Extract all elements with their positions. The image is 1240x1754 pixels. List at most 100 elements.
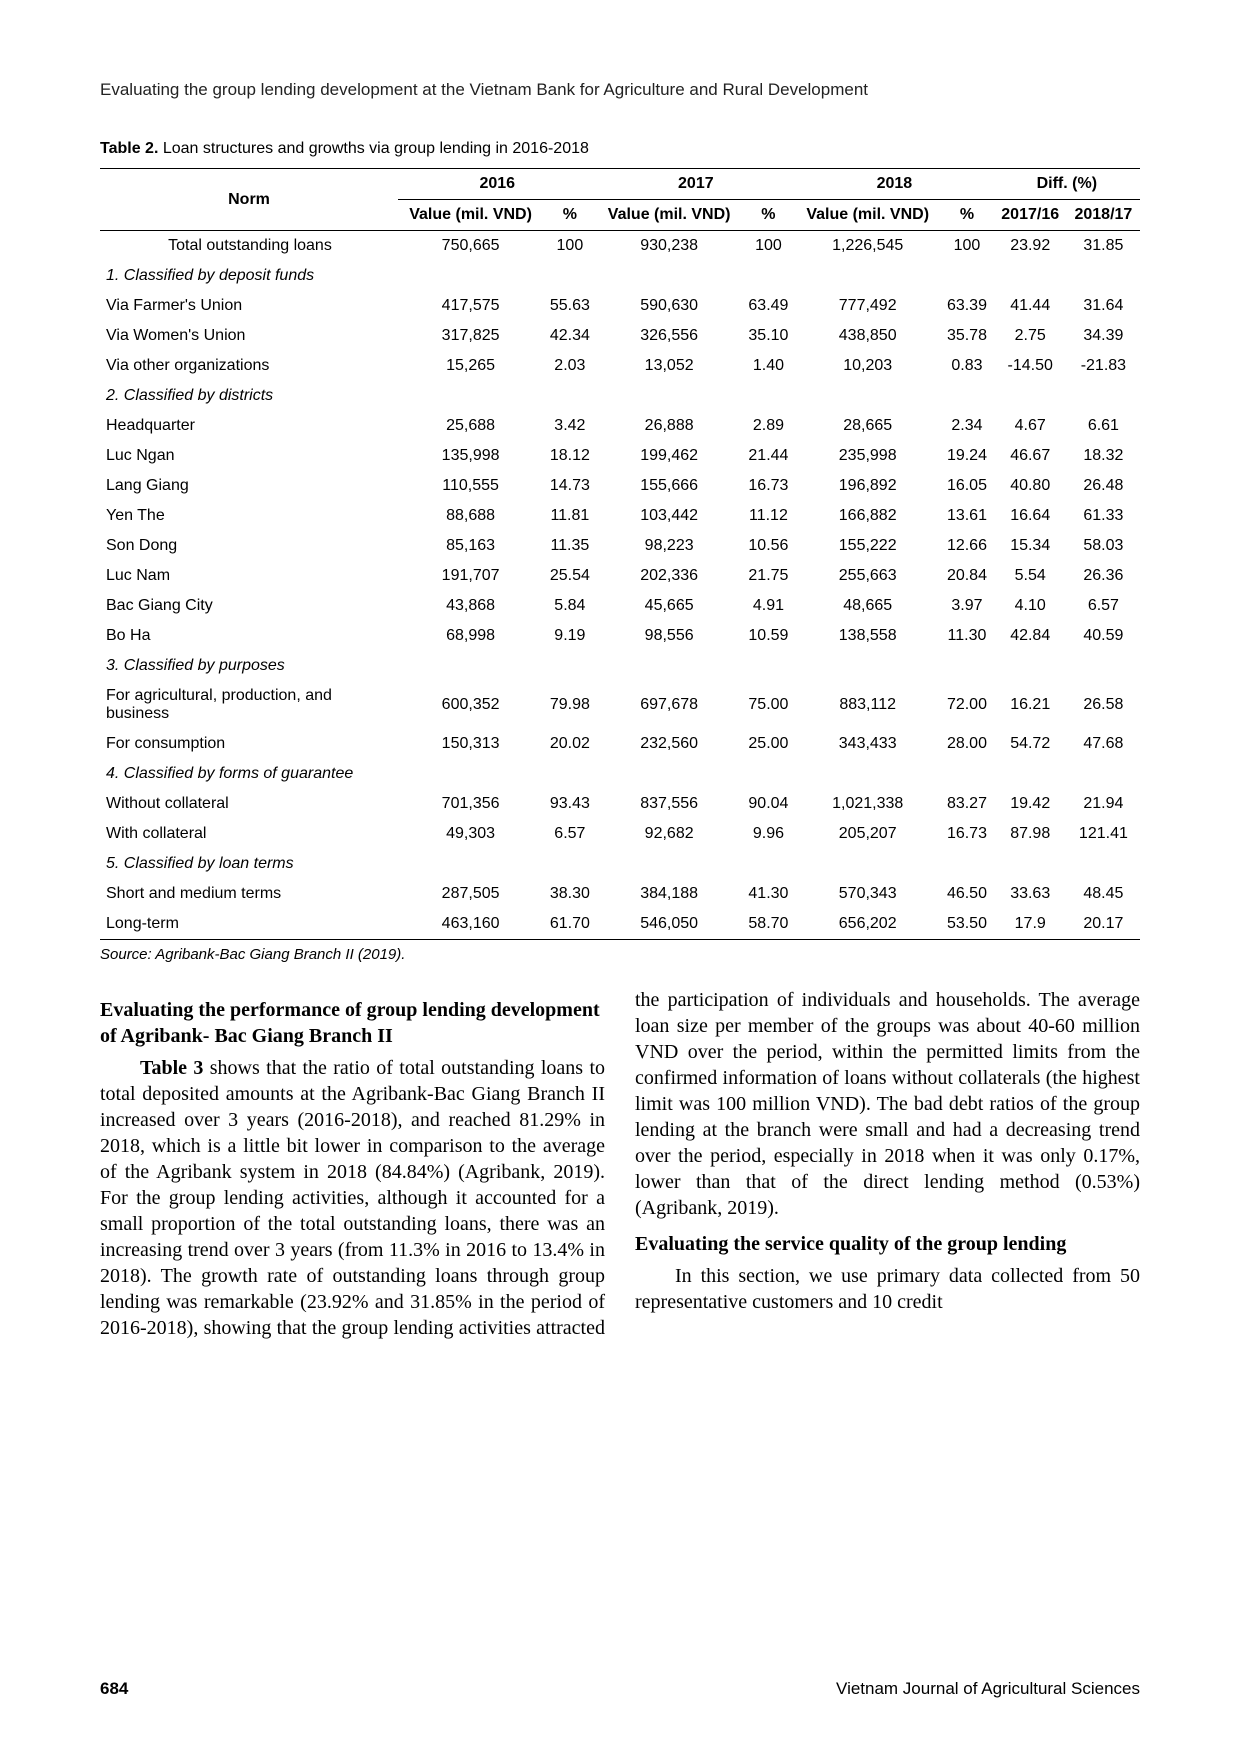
cell: 196,892 (795, 471, 940, 501)
col-diff: Diff. (%) (994, 169, 1140, 200)
cell: 25.00 (742, 729, 795, 759)
cell: 1.40 (742, 351, 795, 381)
col-d2: 2018/17 (1067, 200, 1140, 231)
cell: 232,560 (597, 729, 742, 759)
cell: 317,825 (398, 321, 543, 351)
cell: 110,555 (398, 471, 543, 501)
cell: 2.34 (940, 411, 993, 441)
col-p17: % (742, 200, 795, 231)
cell: 255,663 (795, 561, 940, 591)
section-label: 4. Classified by forms of guarantee (100, 759, 1140, 789)
table-row: Luc Ngan135,99818.12199,46221.44235,9981… (100, 441, 1140, 471)
cell: 6.61 (1067, 411, 1140, 441)
cell: 92,682 (597, 819, 742, 849)
cell: For agricultural, production, and busine… (100, 681, 398, 729)
cell: 41.44 (994, 291, 1067, 321)
loan-structures-table: Norm 2016 2017 2018 Diff. (%) Value (mil… (100, 168, 1140, 940)
cell: 155,222 (795, 531, 940, 561)
cell: Bo Ha (100, 621, 398, 651)
table-caption-label: Table 2. (100, 140, 158, 157)
running-head: Evaluating the group lending development… (100, 80, 1140, 100)
cell: 42.84 (994, 621, 1067, 651)
cell: 35.10 (742, 321, 795, 351)
cell: 90.04 (742, 789, 795, 819)
cell: Bac Giang City (100, 591, 398, 621)
cell: 326,556 (597, 321, 742, 351)
cell: 11.81 (543, 501, 596, 531)
cell: 1,226,545 (795, 231, 940, 262)
cell: 55.63 (543, 291, 596, 321)
table-row: 5. Classified by loan terms (100, 849, 1140, 879)
col-v17: Value (mil. VND) (597, 200, 742, 231)
cell: 88,688 (398, 501, 543, 531)
table-row: Bac Giang City43,8685.8445,6654.9148,665… (100, 591, 1140, 621)
cell: 75.00 (742, 681, 795, 729)
cell: Lang Giang (100, 471, 398, 501)
cell: 49,303 (398, 819, 543, 849)
cell: 58.70 (742, 909, 795, 940)
cell: 19.24 (940, 441, 993, 471)
cell: 21.44 (742, 441, 795, 471)
cell: With collateral (100, 819, 398, 849)
section-label: 1. Classified by deposit funds (100, 261, 1140, 291)
cell: Luc Ngan (100, 441, 398, 471)
cell: 63.39 (940, 291, 993, 321)
cell: 25.54 (543, 561, 596, 591)
cell: 199,462 (597, 441, 742, 471)
cell: 750,665 (398, 231, 543, 262)
cell: 46.67 (994, 441, 1067, 471)
col-2016: 2016 (398, 169, 597, 200)
cell: 11.35 (543, 531, 596, 561)
cell: Short and medium terms (100, 879, 398, 909)
cell: 43,868 (398, 591, 543, 621)
cell: 20.17 (1067, 909, 1140, 940)
cell: 28.00 (940, 729, 993, 759)
col-p16: % (543, 200, 596, 231)
cell: 2.03 (543, 351, 596, 381)
cell: 83.27 (940, 789, 993, 819)
cell: 4.67 (994, 411, 1067, 441)
cell: 343,433 (795, 729, 940, 759)
cell: 53.50 (940, 909, 993, 940)
cell: 138,558 (795, 621, 940, 651)
cell: 235,998 (795, 441, 940, 471)
cell: 20.84 (940, 561, 993, 591)
cell: 202,336 (597, 561, 742, 591)
cell: 10,203 (795, 351, 940, 381)
cell: 5.54 (994, 561, 1067, 591)
cell: 21.94 (1067, 789, 1140, 819)
table-row: Long-term463,16061.70546,05058.70656,202… (100, 909, 1140, 940)
cell: 15.34 (994, 531, 1067, 561)
body-columns: Evaluating the performance of group lend… (100, 987, 1140, 1341)
table-row: Yen The88,68811.81103,44211.12166,88213.… (100, 501, 1140, 531)
section-label: 5. Classified by loan terms (100, 849, 1140, 879)
cell: 25,688 (398, 411, 543, 441)
cell: 5.84 (543, 591, 596, 621)
cell: 28,665 (795, 411, 940, 441)
cell: 9.19 (543, 621, 596, 651)
cell: 2.75 (994, 321, 1067, 351)
cell: 26.36 (1067, 561, 1140, 591)
cell: 287,505 (398, 879, 543, 909)
cell: Via other organizations (100, 351, 398, 381)
cell: 546,050 (597, 909, 742, 940)
cell: 438,850 (795, 321, 940, 351)
cell: 58.03 (1067, 531, 1140, 561)
table-row: Bo Ha68,9989.1998,55610.59138,55811.3042… (100, 621, 1140, 651)
cell: 600,352 (398, 681, 543, 729)
table-caption: Table 2. Loan structures and growths via… (100, 140, 1140, 158)
table-row: Lang Giang110,55514.73155,66616.73196,89… (100, 471, 1140, 501)
table-row: Via other organizations15,2652.0313,0521… (100, 351, 1140, 381)
table-row: With collateral49,3036.5792,6829.96205,2… (100, 819, 1140, 849)
cell: 48,665 (795, 591, 940, 621)
cell: 191,707 (398, 561, 543, 591)
col-norm: Norm (100, 169, 398, 231)
cell: 14.73 (543, 471, 596, 501)
section-label: 2. Classified by districts (100, 381, 1140, 411)
cell: 2.89 (742, 411, 795, 441)
cell: 26,888 (597, 411, 742, 441)
table-row: Son Dong85,16311.3598,22310.56155,22212.… (100, 531, 1140, 561)
cell: Long-term (100, 909, 398, 940)
cell: 40.59 (1067, 621, 1140, 651)
cell: 38.30 (543, 879, 596, 909)
